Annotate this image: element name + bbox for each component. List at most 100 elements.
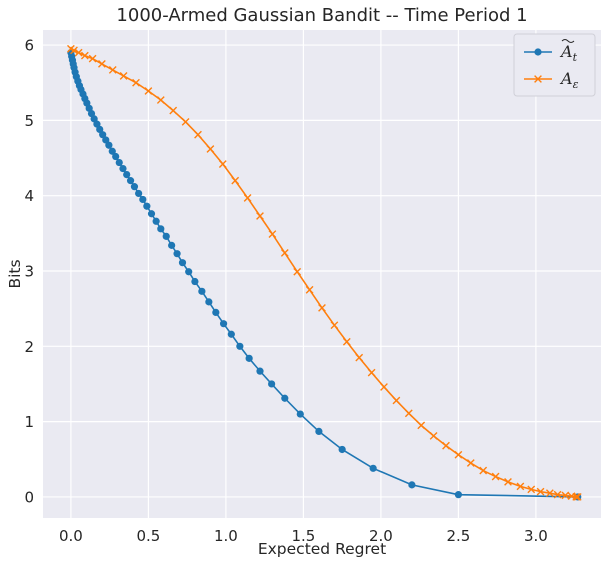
data-point [392, 396, 401, 405]
data-point [491, 472, 500, 481]
data-point [454, 450, 463, 459]
data-point [516, 482, 525, 491]
data-point [245, 354, 253, 362]
data-point [119, 72, 128, 80]
y-tick-label: 6 [24, 37, 34, 55]
data-point [112, 152, 120, 161]
data-point [218, 160, 227, 168]
data-point [93, 120, 101, 128]
data-point [280, 249, 289, 257]
y-tick-label: 2 [24, 338, 34, 356]
data-point [561, 491, 570, 500]
data-point [318, 303, 326, 312]
data-point [178, 259, 187, 267]
data-point [70, 46, 78, 55]
legend: At Aε [513, 33, 596, 97]
x-tick-label: 1.5 [291, 527, 315, 545]
x-tick-label: 2.0 [369, 527, 393, 545]
data-point [553, 490, 562, 499]
legend-box [513, 33, 596, 97]
legend-label: At [559, 42, 578, 64]
x-tick-label: 2.5 [446, 527, 470, 545]
data-point [98, 59, 106, 68]
data-point [338, 445, 346, 454]
data-point [206, 145, 215, 153]
data-point [268, 230, 277, 238]
chart-title: 1000-Armed Gaussian Bandit -- Time Perio… [116, 5, 527, 26]
data-point [236, 342, 244, 350]
y-tick-label: 1 [24, 413, 34, 431]
series-a-epsilon [67, 44, 582, 501]
data-point [99, 131, 107, 139]
data-point [243, 194, 252, 202]
data-point [194, 130, 202, 139]
data-point [105, 141, 113, 149]
data-point [198, 287, 206, 295]
legend-marker [534, 75, 542, 83]
data-point [408, 481, 416, 489]
data-point [102, 136, 110, 144]
data-point [305, 285, 314, 294]
data-point [466, 459, 475, 467]
series-layer [67, 44, 582, 501]
y-tick-label: 3 [24, 262, 34, 280]
data-point [162, 232, 170, 240]
legend-tilde [561, 39, 575, 43]
data-point [281, 394, 289, 402]
y-tick-labels: 0 1 2 3 4 5 6 [24, 37, 34, 507]
x-tick-labels: 0.0 0.5 1.0 1.5 2.0 2.5 3.0 [59, 527, 548, 545]
data-point [144, 87, 153, 95]
x-axis-label: Expected Regret [258, 540, 386, 558]
data-point [504, 477, 512, 486]
data-point [536, 487, 545, 496]
y-tick-label: 4 [24, 187, 34, 205]
data-point [256, 212, 264, 220]
series-a-tilde-t [67, 48, 582, 501]
data-point [315, 427, 323, 435]
data-point [231, 176, 240, 185]
data-point [573, 493, 582, 501]
data-point [330, 321, 339, 330]
data-point [156, 96, 165, 104]
data-point [108, 147, 116, 155]
data-point [355, 353, 364, 362]
data-point [126, 177, 135, 185]
data-point [147, 210, 156, 218]
y-tick-label: 0 [24, 488, 34, 506]
data-point [96, 125, 104, 134]
data-point [80, 51, 89, 60]
data-point [417, 421, 426, 430]
legend-label: Aε [559, 69, 579, 91]
data-point [143, 202, 151, 210]
x-tick-label: 0.5 [136, 527, 160, 545]
data-point [181, 117, 190, 126]
data-point [130, 183, 139, 191]
data-point [367, 368, 376, 377]
data-point [169, 106, 178, 115]
data-point [454, 491, 462, 499]
data-point [572, 493, 581, 501]
data-point [157, 225, 165, 233]
data-point [123, 170, 131, 179]
x-tick-label: 1.0 [214, 527, 238, 545]
data-point [342, 337, 351, 346]
data-point [404, 409, 413, 418]
data-point [74, 48, 83, 57]
data-point [219, 320, 228, 328]
data-point [132, 78, 140, 87]
data-point [88, 54, 97, 63]
data-point [296, 410, 304, 418]
data-point [369, 464, 377, 472]
legend-item: At [524, 39, 578, 64]
legend-item: Aε [524, 69, 579, 91]
data-point [268, 380, 276, 388]
legend-marker [534, 48, 542, 56]
data-point [429, 432, 438, 440]
data-point [545, 489, 554, 498]
data-point [90, 115, 98, 123]
data-point [115, 158, 123, 167]
data-point [173, 250, 181, 258]
data-point [191, 277, 199, 286]
data-point [135, 189, 143, 198]
